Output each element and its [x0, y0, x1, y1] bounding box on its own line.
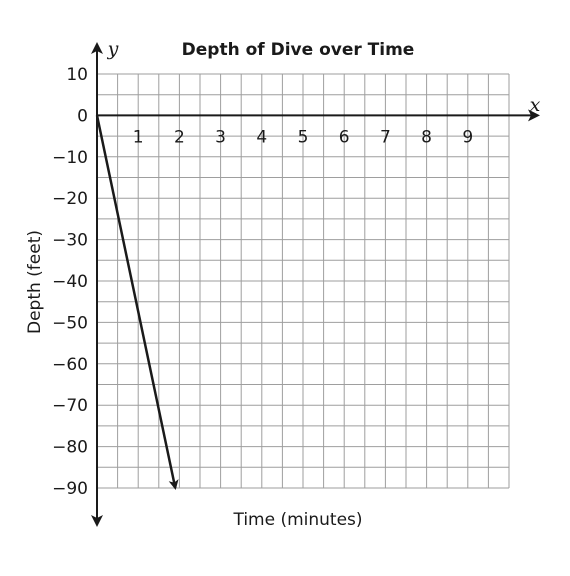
y-tick-label: −90 — [52, 479, 88, 499]
grid — [96, 73, 510, 489]
y-tick-label: −40 — [52, 272, 88, 292]
y-tick-label: −50 — [52, 313, 88, 333]
x-tick-label: 4 — [256, 127, 267, 147]
y-tick-label: −80 — [52, 438, 88, 458]
x-tick-label: 6 — [339, 127, 350, 147]
y-axis-name: y — [107, 38, 119, 60]
x-axis-label: Time (minutes) — [232, 510, 362, 530]
y-tick-label: −30 — [52, 231, 88, 251]
x-tick-label: 3 — [215, 127, 226, 147]
y-tick-label: 0 — [77, 106, 88, 126]
y-tick-label: 10 — [66, 65, 88, 85]
x-tick-label: 8 — [421, 127, 432, 147]
y-axis-arrow-down-icon — [91, 515, 103, 527]
x-tick-label: 1 — [133, 127, 144, 147]
y-tick-label: −70 — [52, 396, 88, 416]
x-axis-name: x — [530, 94, 541, 116]
y-axis-label: Depth (feet) — [25, 230, 45, 334]
series-line — [95, 115, 179, 490]
series — [95, 115, 179, 490]
x-tick-label: 5 — [298, 127, 309, 147]
x-axis-arrow-icon — [528, 109, 540, 122]
chart-title: Depth of Dive over Time — [182, 40, 415, 60]
y-axis-arrow-up-icon — [91, 42, 103, 54]
x-tick-label: 7 — [380, 127, 391, 147]
y-tick-label: −20 — [52, 189, 88, 209]
x-tick-label: 9 — [462, 127, 473, 147]
y-tick-label: −60 — [52, 355, 88, 375]
axes — [91, 42, 540, 527]
x-tick-label: 2 — [174, 127, 185, 147]
tick-labels: 1 2 3 4 5 6 7 8 9 10 0 −10 −20 −30 −40 −50 −60 −70 −80 −90 — [52, 65, 473, 499]
y-tick-label: −10 — [52, 148, 88, 168]
